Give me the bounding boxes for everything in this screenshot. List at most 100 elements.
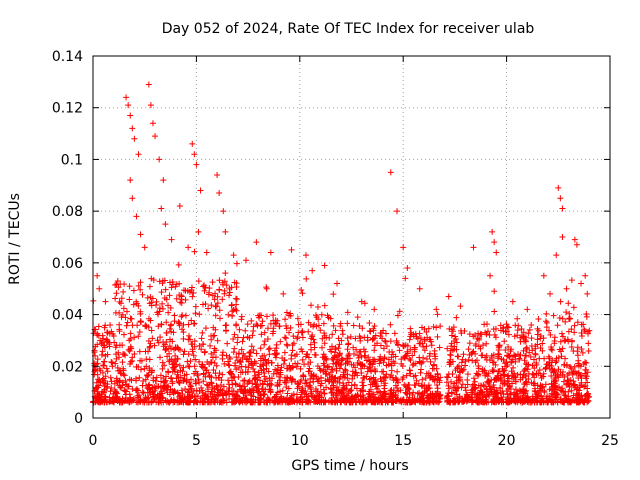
scatter-point	[401, 342, 408, 349]
scatter-point	[234, 388, 241, 395]
scatter-point	[147, 294, 154, 301]
scatter-point	[195, 228, 202, 235]
scatter-point	[206, 372, 213, 379]
scatter-point	[503, 388, 510, 395]
scatter-point	[118, 295, 125, 302]
scatter-point	[443, 373, 450, 380]
scatter-point	[171, 318, 178, 325]
scatter-point	[188, 376, 195, 383]
scatter-point	[543, 310, 550, 317]
scatter-point	[395, 379, 402, 386]
y-tick-label: 0.08	[52, 204, 83, 220]
scatter-point	[258, 322, 265, 329]
y-tick-label: 0.04	[52, 308, 83, 324]
scatter-point	[277, 388, 284, 395]
scatter-point	[142, 376, 149, 383]
scatter-point	[446, 358, 453, 365]
scatter-point	[353, 346, 360, 353]
scatter-point	[123, 322, 130, 329]
scatter-point	[448, 390, 455, 397]
scatter-point	[557, 338, 564, 345]
scatter-point	[129, 125, 136, 132]
scatter-point	[427, 358, 434, 365]
scatter-point	[339, 394, 346, 401]
scatter-point	[281, 349, 288, 356]
scatter-point	[314, 363, 321, 370]
scatter-point	[174, 355, 181, 362]
scatter-point	[487, 272, 494, 279]
scatter-point	[391, 360, 398, 367]
scatter-point	[335, 360, 342, 367]
scatter-point	[388, 354, 395, 361]
scatter-point	[227, 368, 234, 375]
scatter-point	[294, 334, 301, 341]
scatter-point	[526, 326, 533, 333]
scatter-point	[541, 387, 548, 394]
scatter-point	[102, 353, 109, 360]
scatter-point	[112, 390, 119, 397]
scatter-point	[181, 394, 188, 401]
scatter-point	[166, 336, 173, 343]
scatter-point	[321, 262, 328, 269]
scatter-point	[120, 305, 127, 312]
scatter-point	[96, 285, 103, 292]
scatter-point	[207, 342, 214, 349]
scatter-point	[495, 347, 502, 354]
scatter-point	[191, 248, 198, 255]
scatter-point	[331, 352, 338, 359]
scatter-point	[282, 316, 289, 323]
scatter-point	[503, 359, 510, 366]
scatter-point	[163, 373, 170, 380]
scatter-point	[201, 282, 208, 289]
scatter-point	[108, 385, 115, 392]
scatter-point	[181, 348, 188, 355]
scatter-point	[135, 333, 142, 340]
scatter-point	[585, 340, 592, 347]
scatter-point	[346, 388, 353, 395]
scatter-point	[129, 397, 136, 404]
scatter-point	[470, 375, 477, 382]
scatter-point	[472, 359, 479, 366]
scatter-point	[200, 378, 207, 385]
scatter-point	[126, 296, 133, 303]
scatter-point	[300, 373, 307, 380]
scatter-point	[517, 371, 524, 378]
scatter-point	[101, 383, 108, 390]
scatter-point	[292, 353, 299, 360]
scatter-point	[558, 330, 565, 337]
scatter-point	[167, 322, 174, 329]
scatter-point	[274, 317, 281, 324]
scatter-point	[270, 370, 277, 377]
scatter-point	[283, 309, 290, 316]
scatter-point	[295, 381, 302, 388]
scatter-point	[118, 384, 125, 391]
scatter-point	[265, 346, 272, 353]
scatter-point	[285, 312, 292, 319]
scatter-point	[294, 385, 301, 392]
scatter-point	[92, 326, 99, 333]
scatter-point	[210, 366, 217, 373]
scatter-point	[141, 244, 148, 251]
scatter-point	[581, 393, 588, 400]
scatter-point	[538, 393, 545, 400]
scatter-point	[484, 328, 491, 335]
scatter-point	[95, 376, 102, 383]
scatter-point	[231, 397, 238, 404]
scatter-point	[235, 364, 242, 371]
scatter-point	[570, 304, 577, 311]
scatter-point	[388, 372, 395, 379]
scatter-point	[556, 346, 563, 353]
scatter-point	[427, 372, 434, 379]
scatter-point	[131, 135, 138, 142]
scatter-point	[403, 390, 410, 397]
scatter-point	[444, 345, 451, 352]
scatter-point	[514, 371, 521, 378]
scatter-point	[321, 362, 328, 369]
scatter-point	[233, 322, 240, 329]
scatter-point	[126, 376, 133, 383]
scatter-point	[228, 374, 235, 381]
scatter-point	[569, 371, 576, 378]
scatter-point	[149, 335, 156, 342]
scatter-point	[367, 375, 374, 382]
scatter-point	[180, 329, 187, 336]
